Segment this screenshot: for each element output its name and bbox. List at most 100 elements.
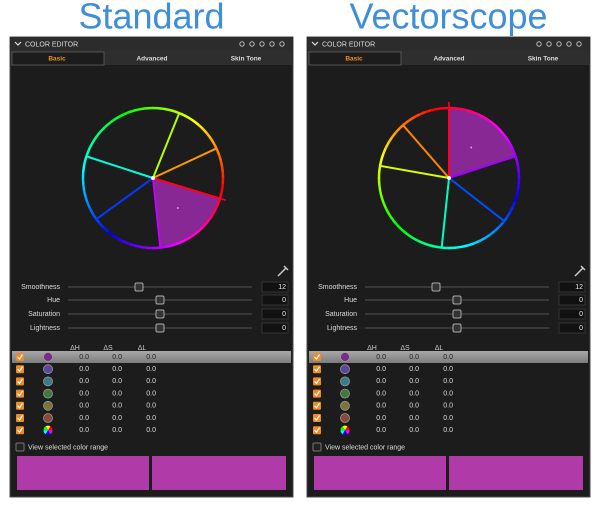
slider-handle[interactable] <box>452 309 462 319</box>
color-dot-all[interactable] <box>340 430 346 435</box>
cell: 0.0 <box>112 427 122 434</box>
color-dot-all[interactable] <box>43 426 48 431</box>
checkbox[interactable] <box>16 377 24 386</box>
slider-label: Hue <box>47 297 60 304</box>
header-icon[interactable] <box>546 41 552 47</box>
color-dot[interactable] <box>340 400 350 411</box>
slider-value[interactable]: 0 <box>579 325 583 332</box>
color-dot[interactable] <box>340 388 350 399</box>
slider-handle[interactable] <box>134 282 144 292</box>
view-checkbox[interactable] <box>15 442 25 452</box>
slider-label: Smoothness <box>318 284 357 291</box>
color-dot-all[interactable] <box>45 430 51 435</box>
slider-value[interactable]: 0 <box>579 297 583 304</box>
swatch-before <box>314 456 446 490</box>
checkbox[interactable] <box>16 414 24 422</box>
color-dot-all[interactable] <box>342 430 348 435</box>
checkbox[interactable] <box>313 426 321 435</box>
wheel-spoke[interactable] <box>86 155 154 179</box>
cell: 0.0 <box>376 427 386 434</box>
color-dot[interactable] <box>340 376 350 387</box>
wheel-spoke[interactable] <box>152 177 162 248</box>
tab[interactable]: Basic <box>345 56 363 63</box>
slider-handle[interactable] <box>452 295 462 305</box>
color-dot-all[interactable] <box>43 430 49 435</box>
wheel-spoke[interactable] <box>95 177 154 220</box>
checkbox[interactable] <box>313 353 321 361</box>
value-box <box>558 308 586 320</box>
slider-handle[interactable] <box>155 323 165 333</box>
cell: 0.0 <box>376 415 386 422</box>
wheel-spoke[interactable] <box>440 177 450 248</box>
cell: 0.0 <box>443 415 453 422</box>
color-dot-all[interactable] <box>345 426 350 431</box>
wheel-spoke[interactable] <box>152 112 181 179</box>
value-box <box>261 294 289 306</box>
slider-value[interactable]: 0 <box>282 297 286 304</box>
slider-value[interactable]: 12 <box>575 284 583 291</box>
tab[interactable]: Basic <box>48 56 66 63</box>
wheel-spoke[interactable] <box>402 124 450 179</box>
color-dot[interactable] <box>43 352 53 362</box>
slider-value[interactable]: 0 <box>282 311 286 318</box>
slider-handle[interactable] <box>431 282 441 292</box>
header-icon[interactable] <box>536 41 542 47</box>
eyedropper[interactable] <box>574 265 586 277</box>
column-header: ΔS <box>400 345 410 352</box>
color-dot[interactable] <box>43 413 53 423</box>
slider-value[interactable]: 0 <box>579 311 583 318</box>
color-dot-all[interactable] <box>345 430 350 435</box>
header-icon[interactable] <box>269 41 275 47</box>
color-dot-all[interactable] <box>48 426 53 431</box>
slider-value[interactable]: 12 <box>278 284 286 291</box>
slider-handle[interactable] <box>155 309 165 319</box>
wheel-spoke[interactable] <box>448 177 505 222</box>
cell: 0.0 <box>409 366 419 373</box>
checkbox[interactable] <box>313 377 321 386</box>
checkbox[interactable] <box>16 365 24 374</box>
color-dot[interactable] <box>340 352 350 362</box>
panel-header <box>10 37 293 51</box>
color-dot-all[interactable] <box>340 426 346 431</box>
checkbox[interactable] <box>16 389 24 398</box>
checkbox[interactable] <box>16 426 24 435</box>
checkbox[interactable] <box>313 414 321 422</box>
tab[interactable]: Advanced <box>136 56 167 63</box>
checkbox[interactable] <box>313 401 321 410</box>
color-dot[interactable] <box>340 413 350 423</box>
header-icon[interactable] <box>556 41 562 47</box>
slider-value[interactable]: 0 <box>282 325 286 332</box>
panel-title: COLOR EDITOR <box>25 41 78 48</box>
color-dot-all[interactable] <box>48 430 53 435</box>
checkbox[interactable] <box>16 353 24 361</box>
tab[interactable]: Skin Tone <box>231 56 262 63</box>
header-icon[interactable] <box>259 41 265 47</box>
color-dot-all[interactable] <box>342 425 348 431</box>
slider-handle[interactable] <box>155 295 165 305</box>
header-icon[interactable] <box>249 41 255 47</box>
wheel-spoke[interactable] <box>448 155 516 179</box>
color-dot[interactable] <box>43 388 53 399</box>
wheel-spoke[interactable] <box>379 164 450 179</box>
color-dot[interactable] <box>43 376 53 387</box>
slider-handle[interactable] <box>452 323 462 333</box>
eyedropper[interactable] <box>277 265 289 277</box>
header-icon[interactable] <box>239 41 245 47</box>
color-dot-all[interactable] <box>45 425 51 431</box>
checkbox[interactable] <box>313 389 321 398</box>
tab[interactable]: Advanced <box>433 56 464 63</box>
view-checkbox[interactable] <box>312 442 322 452</box>
color-dot[interactable] <box>340 364 350 375</box>
header-icon[interactable] <box>279 41 285 47</box>
sector-center <box>470 146 473 149</box>
wheel-spoke[interactable] <box>152 147 217 179</box>
checkbox[interactable] <box>313 365 321 374</box>
color-dot[interactable] <box>43 400 53 411</box>
header-icon[interactable] <box>566 41 572 47</box>
header-icon[interactable] <box>576 41 582 47</box>
checkbox[interactable] <box>16 401 24 410</box>
tab[interactable]: Skin Tone <box>528 56 559 63</box>
color-dot[interactable] <box>43 364 53 375</box>
wheel-center <box>151 176 155 180</box>
